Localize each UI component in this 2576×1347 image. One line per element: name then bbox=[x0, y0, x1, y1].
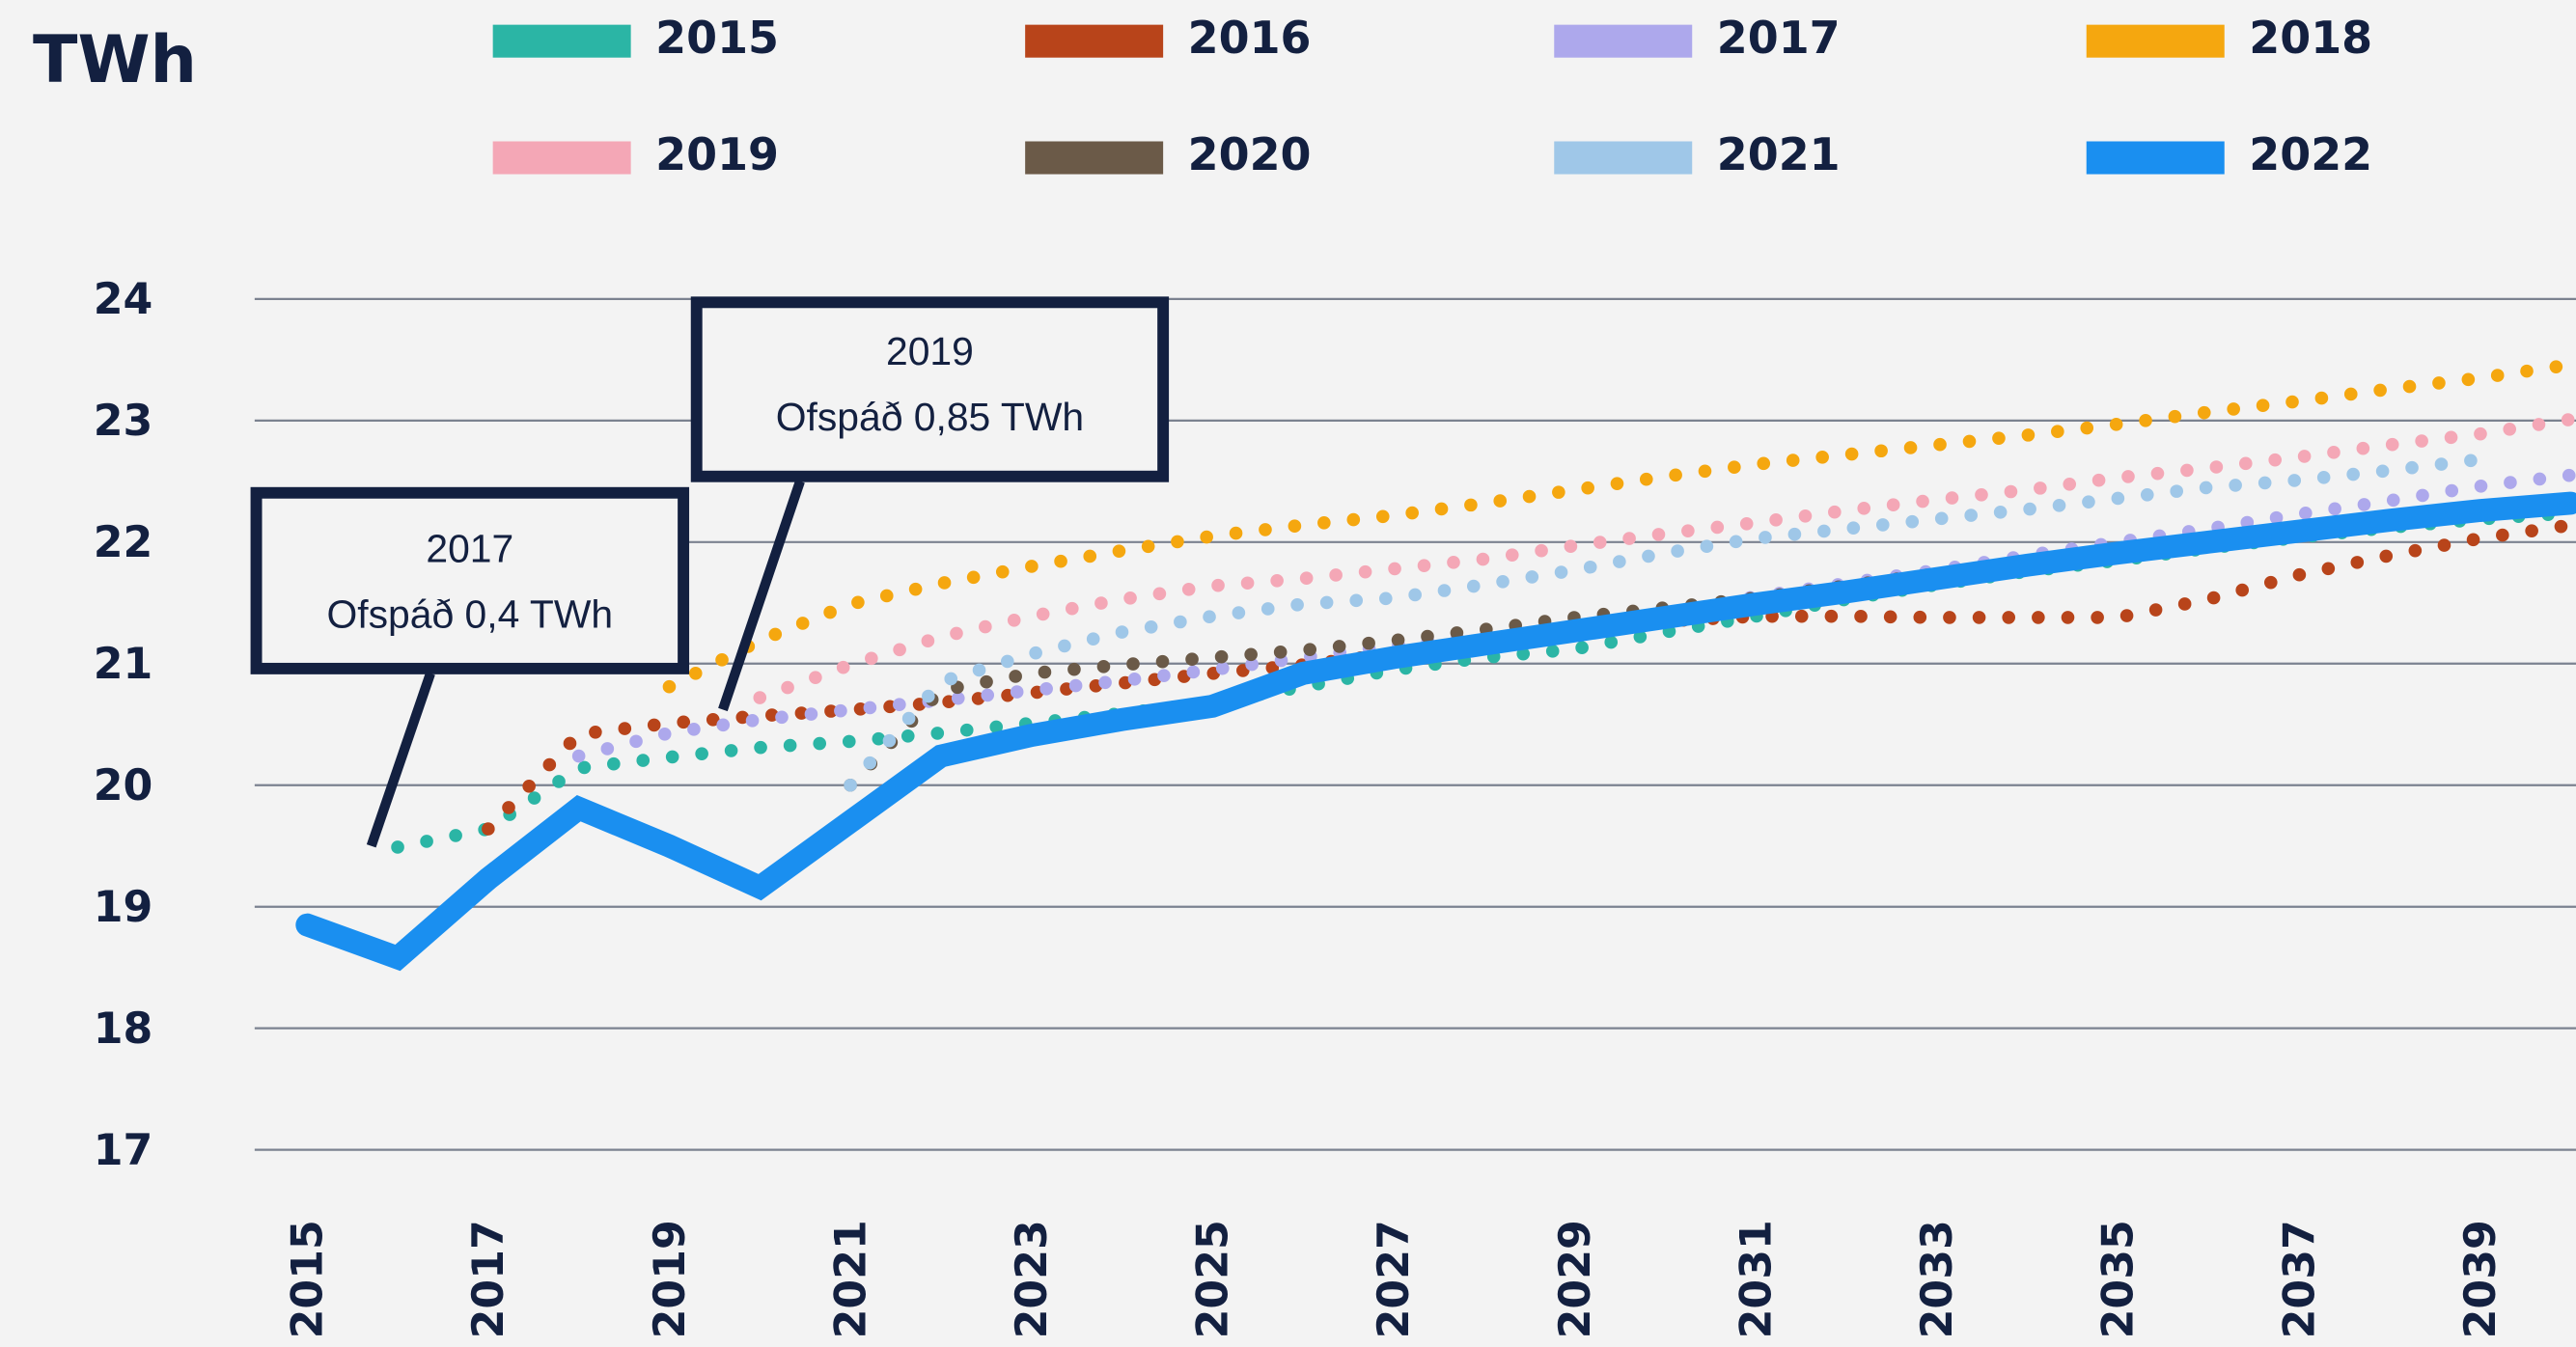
x-tick-label: 2035 bbox=[2094, 1220, 2144, 1338]
annotation-title: 2017 bbox=[426, 526, 513, 570]
annotation-text: Ofspáð 0,85 TWh bbox=[776, 395, 1084, 439]
legend-label: 2018 bbox=[2249, 12, 2372, 64]
legend-swatch bbox=[492, 141, 631, 175]
x-tick-label: 2021 bbox=[826, 1220, 875, 1338]
x-tick-label: 2017 bbox=[464, 1220, 513, 1338]
x-tick-label: 2029 bbox=[1551, 1220, 1600, 1338]
annotation-title: 2019 bbox=[886, 329, 974, 373]
legend-swatch bbox=[1554, 141, 1693, 175]
legend-label: 2016 bbox=[1188, 12, 1312, 64]
legend-swatch bbox=[492, 24, 631, 58]
y-axis-label: TWh bbox=[33, 22, 197, 98]
legend-label: 2019 bbox=[655, 128, 779, 180]
series-line bbox=[295, 491, 2576, 972]
y-tick-label: 22 bbox=[94, 518, 153, 567]
series-line bbox=[391, 506, 2576, 854]
y-tick-label: 21 bbox=[94, 640, 153, 689]
legend-swatch bbox=[1554, 24, 1693, 58]
x-tick-label: 2023 bbox=[1008, 1220, 1057, 1338]
plot bbox=[295, 358, 2576, 972]
legend-label: 2021 bbox=[1717, 128, 1841, 180]
y-tick-label: 17 bbox=[94, 1126, 153, 1175]
annotation-pointer bbox=[366, 672, 435, 848]
annotation-pointer bbox=[718, 480, 805, 712]
x-tick-label: 2031 bbox=[1731, 1220, 1781, 1338]
annotation-box bbox=[250, 486, 690, 674]
legend-swatch bbox=[2086, 24, 2225, 58]
legend-swatch bbox=[2086, 141, 2225, 175]
legend-label: 2020 bbox=[1188, 128, 1312, 180]
legend-label: 2022 bbox=[2249, 128, 2372, 180]
x-tick-label: 2039 bbox=[2456, 1220, 2506, 1338]
x-tick-label: 2027 bbox=[1370, 1220, 1419, 1338]
x-tick-label: 2015 bbox=[284, 1220, 333, 1338]
y-tick-label: 24 bbox=[94, 275, 153, 324]
legend-label: 2017 bbox=[1717, 12, 1841, 64]
x-tick-label: 2037 bbox=[2275, 1220, 2324, 1338]
legend: 2015 2016 2017 2018 2019 2020 2021 2022 bbox=[492, 12, 2372, 180]
series-line bbox=[753, 412, 2576, 704]
annotation-box bbox=[690, 296, 1170, 482]
legend-swatch bbox=[1025, 141, 1164, 175]
y-tick-label: 23 bbox=[94, 397, 153, 446]
x-tick-label: 2019 bbox=[646, 1220, 695, 1338]
x-tick-label: 2025 bbox=[1189, 1220, 1238, 1338]
annotation-text: Ofspáð 0,4 TWh bbox=[326, 591, 613, 636]
legend-label: 2015 bbox=[655, 12, 779, 64]
legend-swatch bbox=[1025, 24, 1164, 58]
annotations: 2017 Ofspáð 0,4 TWh 2019 Ofspáð 0,85 TWh bbox=[250, 296, 1170, 848]
series-line bbox=[662, 358, 2576, 694]
y-tick-label: 20 bbox=[94, 761, 153, 811]
y-tick-label: 18 bbox=[94, 1004, 153, 1054]
series-line bbox=[844, 453, 2487, 792]
y-tick-label: 19 bbox=[94, 883, 153, 932]
x-tick-label: 2033 bbox=[1913, 1220, 1962, 1338]
